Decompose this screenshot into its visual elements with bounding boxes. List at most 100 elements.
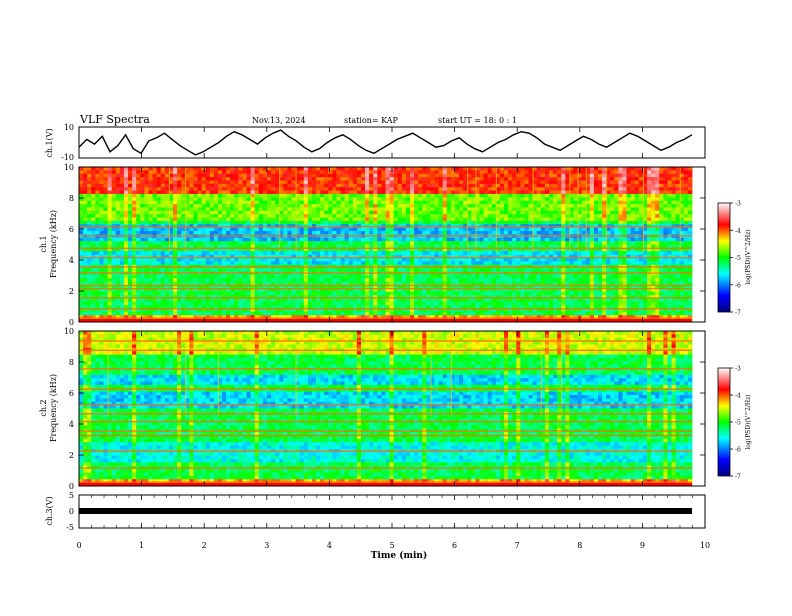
ch1-spectrogram-cell <box>328 291 333 296</box>
ch1-spectrogram-cell <box>201 217 207 222</box>
ch1-spectrogram-cell <box>373 251 378 256</box>
ch1-spectrogram-cell <box>311 311 317 316</box>
ch1-spectrogram-cell <box>377 308 382 313</box>
ch1-spectrogram-cell <box>442 217 448 222</box>
ch1-spectrogram-cell <box>275 298 280 303</box>
ch1-spectrogram-cell <box>454 204 460 208</box>
ch1-spectrogram-cell <box>303 298 309 303</box>
ch1-spectrogram-cell <box>209 177 215 181</box>
ch1-spectrogram-cell <box>254 220 260 225</box>
ch1-spectrogram-cell <box>332 268 337 272</box>
ch1-spectrogram-cell <box>115 183 121 188</box>
ch1-spectrogram-cell <box>401 298 407 303</box>
ch1-spectrogram-cell <box>381 288 386 293</box>
ch1-spectrogram-cell <box>266 204 272 208</box>
ch1-spectrogram-cell <box>119 207 125 212</box>
ch1-spectrogram-cell <box>422 167 427 171</box>
ch1-spectrogram-cell <box>181 311 186 316</box>
ch1-spectrogram-cell <box>369 214 374 218</box>
ch1-spectrogram-cell <box>132 257 137 262</box>
ch1-spectrogram-cell <box>123 288 129 293</box>
ch1-spectrogram-cell <box>79 284 84 289</box>
ch1-spectrogram-cell <box>352 200 358 205</box>
ch1-spectrogram-cell <box>393 274 399 279</box>
ch1-spectrogram-cell <box>87 217 92 222</box>
ch1-spectrogram-cell <box>463 291 468 296</box>
ch1-spectrogram-cell <box>111 284 117 289</box>
ch1-spectrogram-cell <box>152 247 158 252</box>
ch1-spectrogram-cell <box>291 190 296 195</box>
ch1-spectrogram-cell <box>103 284 109 289</box>
ch1-spectrogram-cell <box>217 261 223 266</box>
ch1-spectrogram-cell <box>226 251 231 256</box>
ch1-spectrogram-cell <box>446 193 452 198</box>
ch1-spectrogram-cell <box>213 261 219 266</box>
ch1-spectrogram-cell <box>258 187 264 191</box>
ch1-spectrogram-cell <box>405 298 411 303</box>
ch1-spectrogram-cell <box>91 254 96 259</box>
ch1-spectrogram-cell <box>332 200 337 205</box>
ch1-spectrogram-cell <box>246 261 252 266</box>
ch1-spectrogram-cell <box>405 274 411 279</box>
ch1-spectrogram-cell <box>95 305 100 309</box>
ch1-spectrogram-cell <box>128 247 133 252</box>
ch1-spectrogram-cell <box>246 200 252 205</box>
ch1-spectrogram-cell <box>365 167 370 171</box>
ch1-spectrogram-cell <box>336 173 341 178</box>
ch1-spectrogram-cell <box>189 308 194 313</box>
ch1-spectrogram-cell <box>168 227 174 232</box>
ch1-spectrogram-cell <box>185 301 190 306</box>
ch1-spectrogram-cell <box>123 231 129 235</box>
ch1-spectrogram-cell <box>213 254 219 259</box>
ch1-spectrogram-cell <box>446 308 452 313</box>
ch1-spectrogram-cell <box>463 281 468 286</box>
ch1-spectrogram-cell <box>193 257 198 262</box>
ch1-spectrogram-cell <box>324 227 329 232</box>
ch1-spectrogram-cell <box>450 268 456 272</box>
ch1-spectrogram-cell <box>512 190 517 195</box>
ch1-spectrogram-cell <box>316 281 321 286</box>
ch1-spectrogram-cell <box>217 311 223 316</box>
ch1-spectrogram-cell <box>209 301 215 306</box>
ch1-spectrogram-cell <box>434 274 440 279</box>
ch1-spectrogram-cell <box>172 301 178 306</box>
ch1-spectrogram-cell <box>226 298 231 303</box>
ch1-spectrogram-cell <box>434 183 440 188</box>
ch1-spectrogram-cell <box>434 217 440 222</box>
ch1-spectrogram-cell <box>475 298 480 303</box>
ch1-spectrogram-cell <box>369 227 374 232</box>
ch1-spectrogram-cell <box>422 257 427 262</box>
ch1-spectrogram-cell <box>287 261 292 266</box>
ch1-spectrogram-cell <box>365 298 370 303</box>
ch1-spectrogram-cell <box>254 301 260 306</box>
ch1-spectrogram-cell <box>385 308 390 313</box>
ch1-spectrogram-cell <box>201 177 207 181</box>
ch1-spectrogram-cell <box>213 301 219 306</box>
ch1-spectrogram-cell <box>426 295 431 299</box>
ch1-spectrogram-cell <box>316 268 321 272</box>
ch1-spectrogram-cell <box>132 210 137 215</box>
ch1-spectrogram-cell <box>217 254 223 259</box>
ch1-spectrogram-cell <box>156 254 162 259</box>
ch1-spectrogram-cell <box>119 237 125 242</box>
ch1-spectrogram-cell <box>258 244 264 249</box>
ch1-spectrogram-cell <box>504 268 509 272</box>
ch1-spectrogram-cell <box>185 247 190 252</box>
ch1-spectrogram-cell <box>87 193 92 198</box>
ch1-spectrogram-cell <box>405 257 411 262</box>
ch1-spectrogram-cell <box>430 187 435 191</box>
ch1-spectrogram-cell <box>414 247 419 252</box>
ch1-spectrogram-cell <box>360 207 366 212</box>
ch1-spectrogram-cell <box>410 301 415 306</box>
ch1-spectrogram-cell <box>495 183 501 188</box>
ch1-spectrogram-cell <box>483 278 489 282</box>
ch1-spectrogram-cell <box>271 315 276 320</box>
ch1-spectrogram-cell <box>234 284 239 289</box>
ch1-spectrogram-cell <box>369 187 374 191</box>
ch1-spectrogram-cell <box>217 207 223 212</box>
ch1-spectrogram-cell <box>430 241 435 245</box>
ch1-spectrogram-cell <box>450 288 456 293</box>
ch1-spectrogram-cell <box>373 315 378 320</box>
ch1-spectrogram-cell <box>230 268 235 272</box>
ch1-spectrogram-cell <box>262 200 268 205</box>
